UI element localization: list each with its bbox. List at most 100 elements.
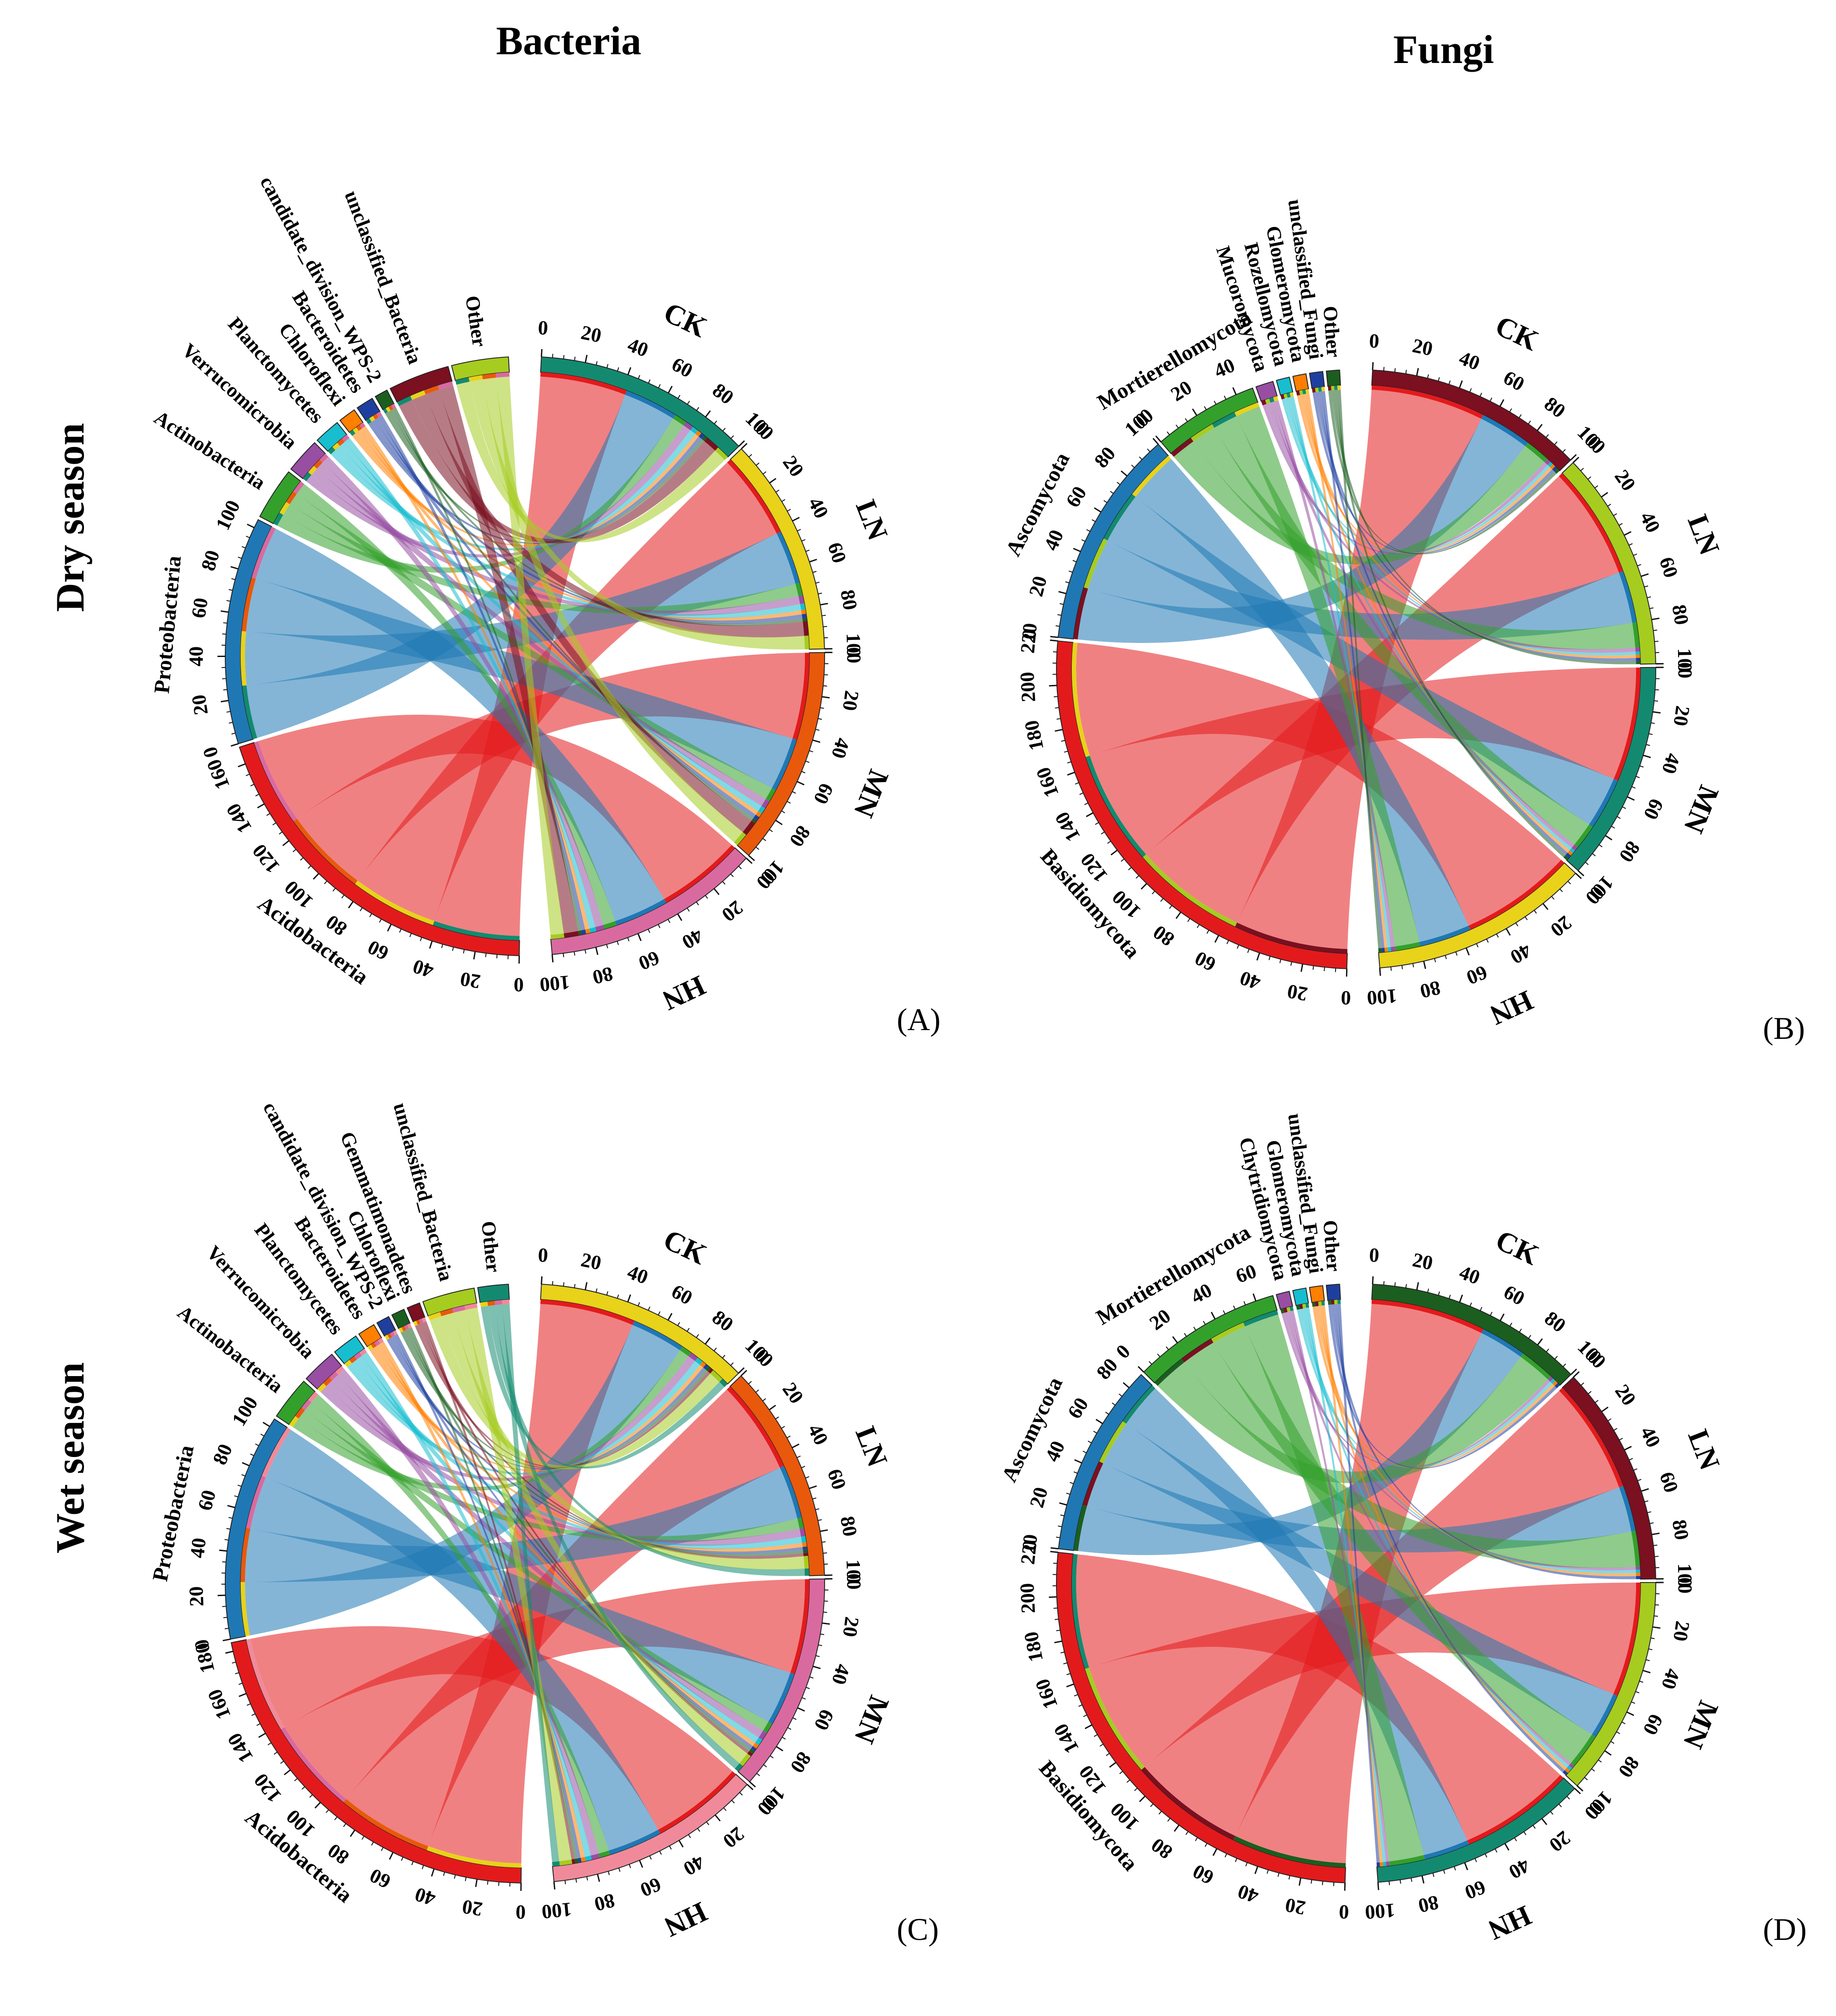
minor-tick-mn [1610, 1741, 1615, 1744]
tick-label-ck-80: 80 [708, 379, 738, 409]
tick-label-hn-40: 40 [678, 924, 707, 954]
minor-tick-acidobacteria [324, 880, 328, 884]
minor-tick-proteobacteria [246, 535, 250, 538]
tick-label-mn-40: 40 [827, 735, 854, 761]
minor-tick-ck [1427, 1288, 1429, 1293]
minor-tick-mn [801, 1697, 806, 1700]
tick-label-proteobacteria-20: 20 [187, 693, 212, 716]
minor-tick-hn [1399, 1880, 1401, 1884]
minor-tick-ck [574, 1284, 576, 1288]
tick-basidiomycota-80 [1174, 1824, 1180, 1832]
minor-tick-ck [1490, 1312, 1493, 1316]
treatment-label-ck: CK [659, 296, 712, 344]
tick-label-mn-0: 0 [1674, 662, 1696, 672]
minor-tick-mn [1584, 1777, 1588, 1781]
treatment-band-mn-other [734, 832, 746, 846]
treatment-band-ck-proteobacteria [633, 1321, 682, 1351]
minor-tick-ck [722, 1355, 726, 1359]
ribbon-unclassified-bacteria-hn [465, 1307, 572, 1862]
ribbons [245, 1303, 805, 1863]
tick-hn-40 [1504, 1843, 1510, 1851]
taxon-label-other: Other [1319, 305, 1345, 358]
treatment-band-ck-chytridiomycota [1548, 1376, 1553, 1382]
minor-tick-acidobacteria [334, 1817, 338, 1820]
minor-tick-acidobacteria [235, 1672, 239, 1674]
panel-label-c: (C) [897, 1912, 939, 1947]
tick-label-hn-100: 100 [541, 1898, 573, 1923]
minor-tick-acidobacteria [379, 919, 382, 923]
tick-proteobacteria-20 [217, 1594, 226, 1597]
minor-tick-ck [657, 1311, 661, 1315]
treatment-band-ck-verrucomicrobia [683, 422, 693, 430]
treatment-label-mn: MN [848, 1691, 895, 1748]
minor-tick-basidiomycota [1247, 949, 1250, 953]
minor-tick-basidiomycota [1237, 944, 1239, 949]
tick-ln-0 [1573, 457, 1580, 463]
taxon-band-ascomycota-ck [1073, 587, 1088, 639]
minor-tick-mn [1636, 776, 1640, 778]
minor-tick-basidiomycota [1095, 822, 1099, 825]
tick-ln-60 [1641, 1488, 1649, 1492]
minor-tick-proteobacteria [241, 546, 246, 549]
tick-mortierellomycota-0 [1155, 435, 1161, 443]
tick-proteobacteria-100 [262, 1422, 270, 1427]
treatment-label-mn: MN [1677, 1696, 1724, 1753]
ribbon-mortierellomycota-hn [1245, 1314, 1424, 1862]
tick-label-mortierellomycota-0: 0 [1112, 1340, 1134, 1363]
minor-tick-ln [1619, 1438, 1623, 1441]
tick-proteobacteria-60 [220, 610, 229, 613]
tick-ascomycota-20 [1059, 1502, 1067, 1506]
tick-proteobacteria-80 [241, 1462, 250, 1467]
minor-tick-ascomycota [1110, 491, 1114, 494]
treatment-band-hn-basidiomycota [1469, 860, 1565, 930]
tick-acidobacteria-140 [258, 1733, 266, 1738]
treatment-band-ln-actinobacteria [795, 583, 803, 596]
chord-diagram-dry-bacteria: 0 20 4060801000204060801000204060801000204… [149, 172, 895, 1017]
treatment-band-ck-glomeromycota [1550, 1378, 1556, 1384]
tick-basidiomycota-220 [1050, 639, 1058, 642]
treatment-band-hn-bacteroidetes [581, 1857, 586, 1862]
minor-tick-mortierellomycota [1243, 1301, 1246, 1305]
treatment-band-ck-unclassified-bacteria [704, 437, 718, 451]
minor-tick-mn [1598, 844, 1603, 848]
taxon-band-mortierellomycota-ln [1191, 424, 1214, 442]
minor-tick-basidiomycota [1126, 1779, 1130, 1783]
tick-label-mortierellomycota-40: 40 [1210, 353, 1238, 382]
minor-tick-ln [748, 1381, 752, 1384]
minor-tick-ascomycota [1119, 1393, 1123, 1397]
minor-tick-mortierellomycota [1203, 1321, 1206, 1325]
tick-label-proteobacteria-60: 60 [187, 596, 212, 619]
tick-label-ln-20: 20 [1610, 465, 1640, 495]
tick-ln-40 [1624, 1446, 1632, 1451]
tick-mn-80 [1604, 1750, 1612, 1756]
minor-tick-ln [1607, 503, 1611, 507]
taxon-band-glomeromycota-ln [1299, 1304, 1303, 1309]
tick-acidobacteria-20 [473, 951, 476, 960]
minor-tick-ck [731, 435, 734, 439]
tick-ck-80 [705, 410, 711, 418]
minor-tick-hn [697, 1828, 700, 1832]
tick-label-mortierellomycota-60: 60 [1233, 1260, 1259, 1287]
treatment-band-ln-glomeromycota [1636, 1569, 1640, 1573]
minor-tick-basidiomycota [1067, 761, 1071, 764]
tick-label-proteobacteria-20: 20 [185, 1586, 208, 1607]
taxon-band-glomeromycota-mn [1302, 389, 1306, 395]
minor-tick-acidobacteria [361, 1836, 365, 1840]
taxon-band-actinobacteria-hn [308, 1391, 318, 1402]
treatment-label-ln: LN [849, 1422, 894, 1471]
tick-label-mn-0: 0 [1674, 1577, 1696, 1587]
tick-ascomycota-40 [1074, 1459, 1082, 1464]
minor-tick-hn [1514, 1837, 1517, 1841]
treatment-band-ln-ascomycota [1619, 1486, 1636, 1532]
minor-tick-proteobacteria [228, 722, 233, 724]
tick-label-acidobacteria-0: 0 [514, 974, 524, 996]
minor-tick-ln [762, 471, 766, 475]
minor-tick-mn [1621, 1721, 1626, 1724]
minor-tick-basidiomycota [1226, 940, 1229, 944]
treatment-band-ln-unclassified-fungi [1636, 657, 1640, 661]
tick-proteobacteria-100 [247, 524, 255, 528]
tick-label-hn-100: 100 [539, 971, 571, 996]
tick-label-ln-60: 60 [1655, 554, 1683, 580]
treatment-band-ck-ascomycota [1481, 415, 1528, 447]
minor-tick-basidiomycota [1094, 1734, 1098, 1737]
